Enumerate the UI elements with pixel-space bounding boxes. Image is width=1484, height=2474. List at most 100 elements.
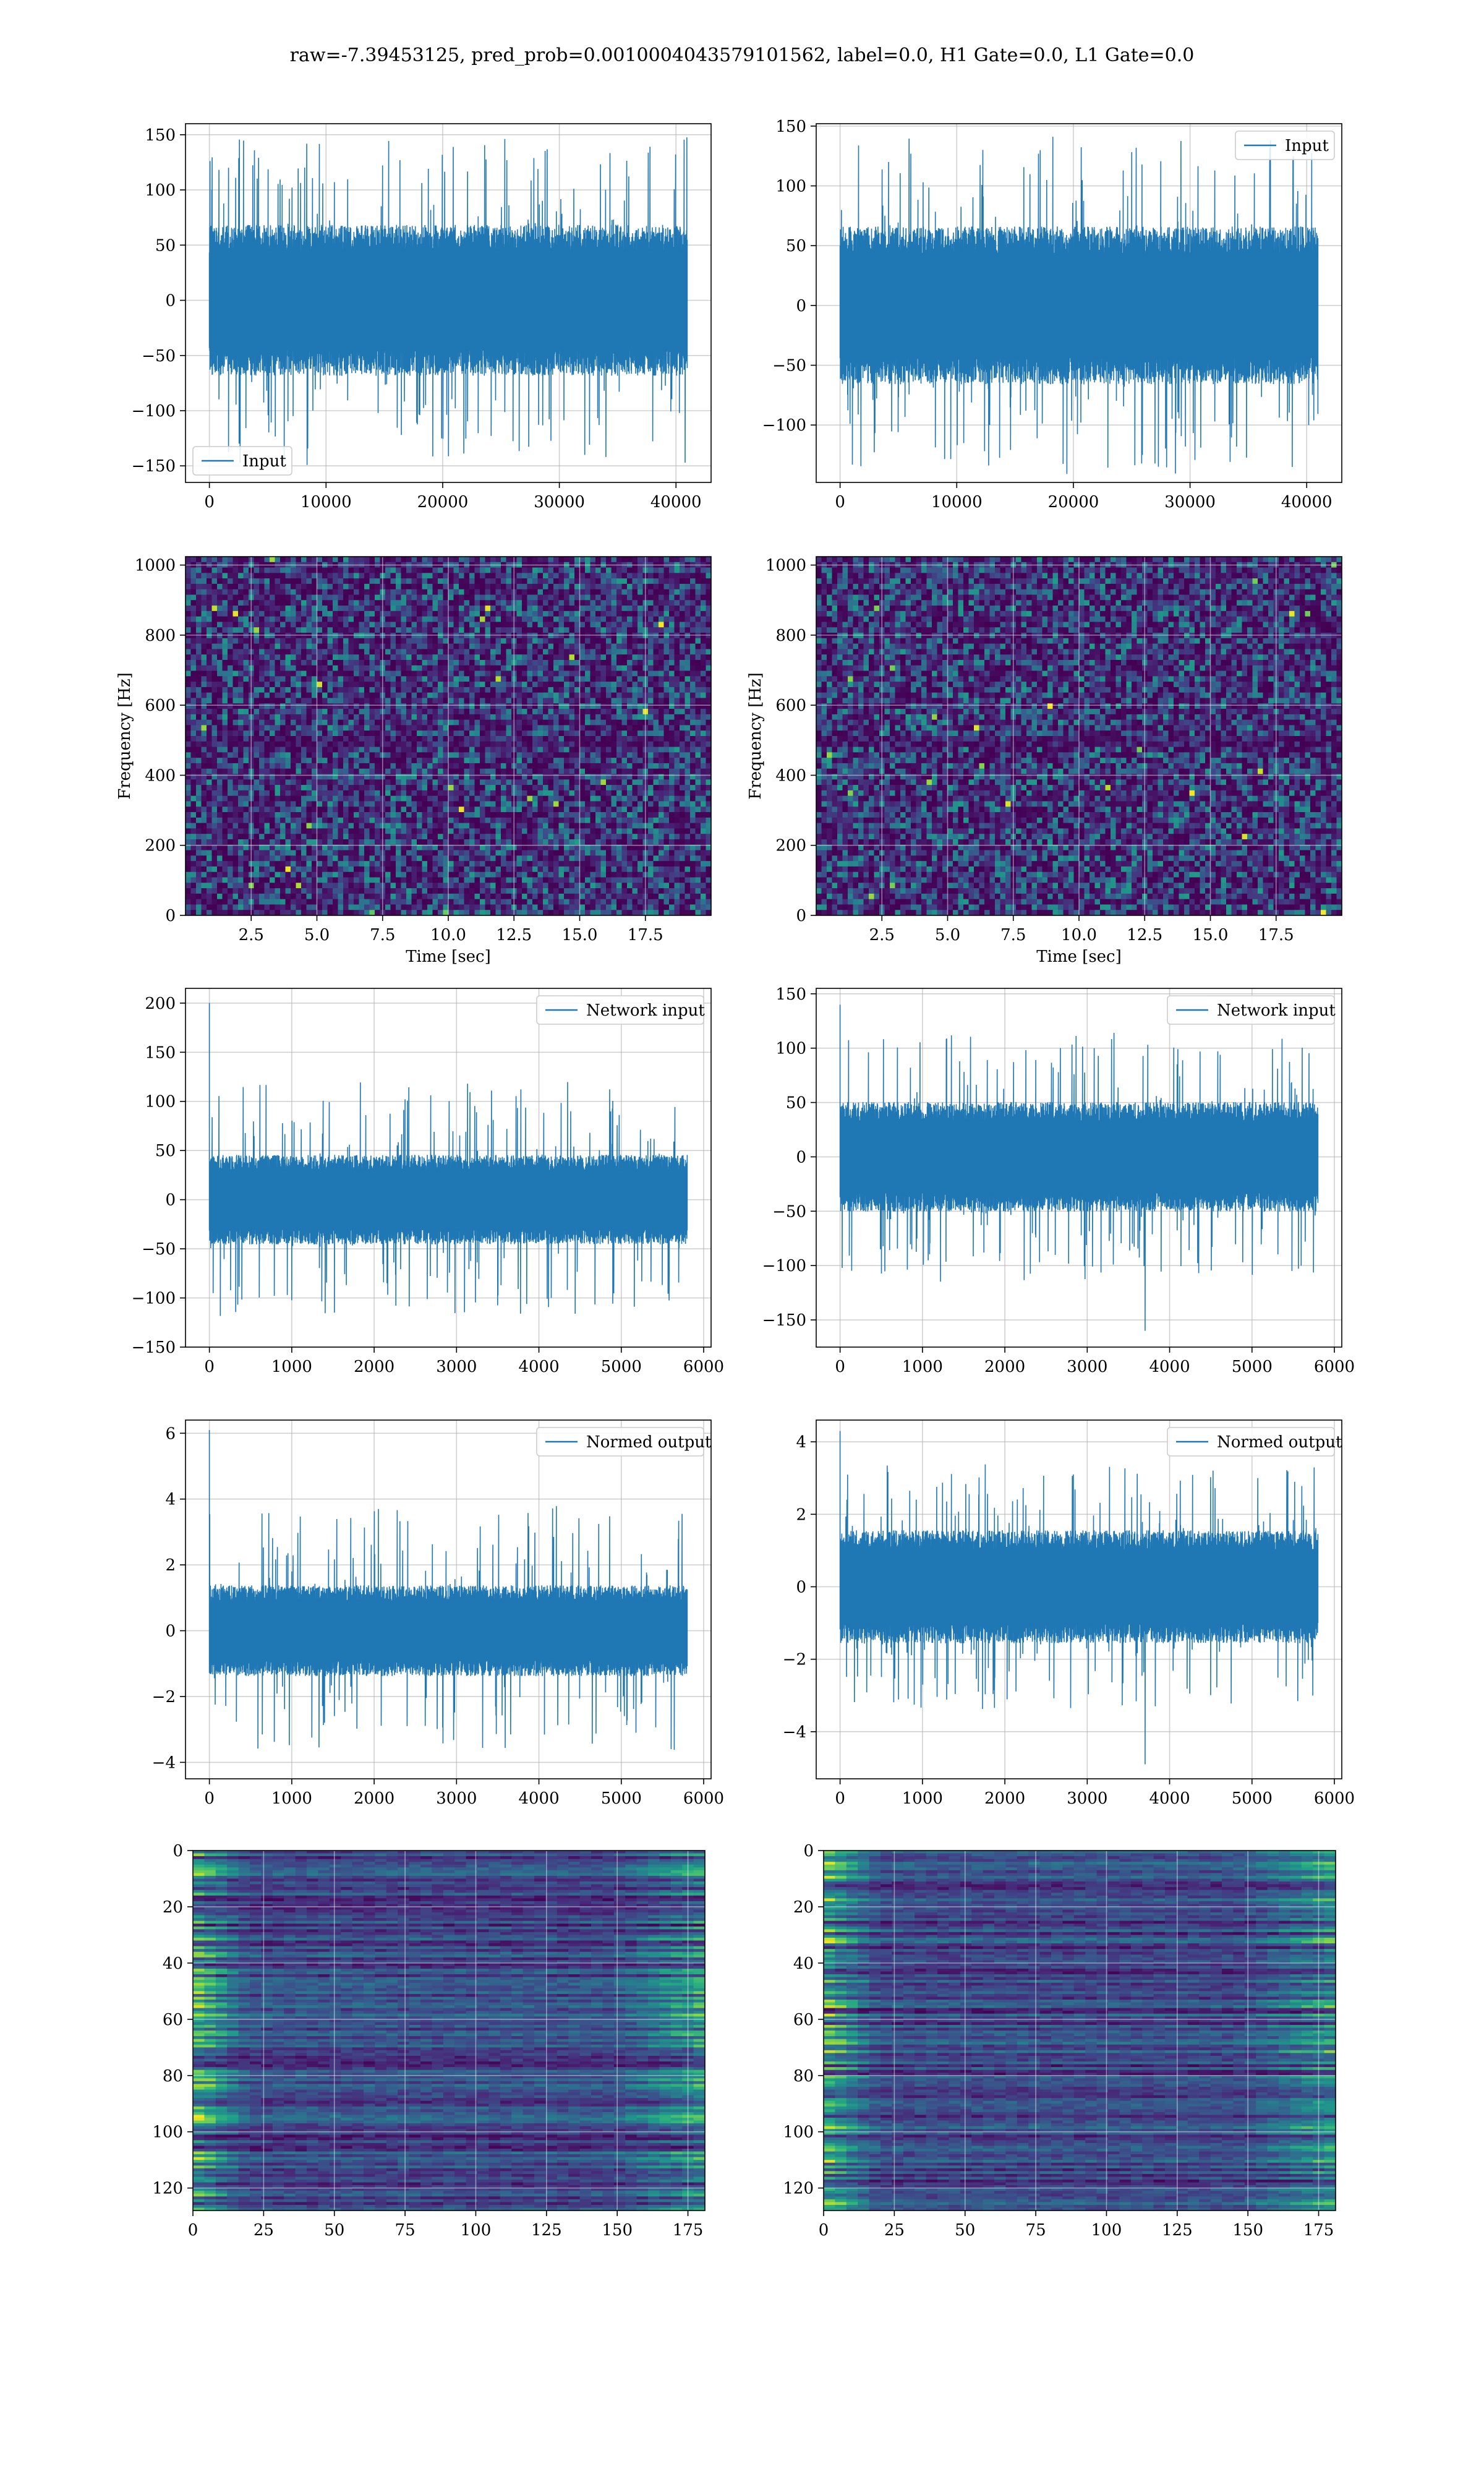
heatmap-cell: [438, 747, 444, 753]
heatmap-cell: [228, 616, 234, 623]
heatmap-cell: [259, 557, 265, 563]
heatmap-cell: [701, 812, 707, 818]
heatmap-cell: [196, 557, 202, 563]
heatmap-cell: [396, 719, 402, 726]
heatmap-cell: [585, 774, 591, 780]
heatmap-cell: [354, 583, 360, 590]
heatmap-cell: [385, 633, 391, 639]
heatmap-cell: [190, 687, 197, 693]
heatmap-cell: [327, 610, 333, 617]
heatmap-cell: [228, 633, 234, 639]
heatmap-cell: [364, 752, 370, 758]
heatmap-cell: [485, 610, 491, 617]
heatmap-cell: [333, 801, 339, 807]
heatmap-cell: [270, 578, 276, 584]
heatmap-cell: [480, 633, 486, 639]
heatmap-cell: [186, 687, 192, 693]
heatmap-cell: [275, 709, 281, 715]
heatmap-cell: [306, 817, 312, 824]
heatmap-cell: [186, 817, 192, 824]
heatmap-cell: [354, 790, 360, 797]
heatmap-cell: [285, 606, 291, 612]
heatmap-cell: [291, 627, 297, 633]
heatmap-cell: [516, 703, 522, 709]
heatmap-cell: [443, 807, 449, 813]
heatmap-cell: [396, 795, 402, 802]
heatmap-cell: [464, 730, 470, 737]
heatmap-cell: [254, 795, 260, 802]
heatmap-cell: [543, 670, 549, 677]
heatmap-cell: [196, 594, 202, 601]
heatmap-cell: [485, 736, 491, 742]
heatmap-cell: [301, 698, 307, 704]
heatmap-cell: [296, 649, 302, 655]
heatmap-cell: [359, 649, 365, 655]
heatmap-cell: [296, 622, 302, 628]
heatmap-cell: [558, 654, 565, 661]
heatmap-cell: [217, 790, 223, 797]
heatmap-cell: [406, 557, 412, 563]
heatmap-cell: [485, 795, 491, 802]
heatmap-cell: [653, 795, 659, 802]
heatmap-cell: [432, 768, 438, 775]
heatmap-cell: [306, 730, 312, 737]
heatmap-cell: [574, 557, 581, 563]
heatmap-cell: [306, 610, 312, 617]
heatmap-cell: [490, 730, 497, 737]
heatmap-cell: [548, 573, 554, 579]
heatmap-cell: [354, 654, 360, 661]
heatmap-cell: [501, 682, 507, 688]
heatmap-cell: [327, 698, 333, 704]
heatmap-cell: [511, 578, 518, 584]
heatmap-cell: [590, 665, 596, 672]
heatmap-cell: [333, 616, 339, 623]
heatmap-cell: [249, 665, 255, 672]
heatmap-cell: [369, 665, 375, 672]
heatmap-cell: [264, 643, 270, 649]
heatmap-cell: [495, 562, 501, 568]
heatmap-cell: [600, 779, 607, 785]
heatmap-cell: [558, 583, 565, 590]
heatmap-cell: [537, 763, 544, 769]
heatmap-cell: [616, 807, 623, 813]
heatmap-cell: [427, 676, 433, 682]
heatmap-cell: [327, 616, 333, 623]
heatmap-cell: [186, 665, 192, 672]
heatmap-cell: [701, 785, 707, 791]
heatmap-cell: [638, 659, 644, 666]
heatmap-cell: [196, 616, 202, 623]
heatmap-cell: [201, 752, 207, 758]
heatmap-cell: [443, 610, 449, 617]
heatmap-cell: [527, 807, 533, 813]
heatmap-cell: [511, 698, 518, 704]
heatmap-cell: [190, 600, 197, 606]
series-core-0: [840, 252, 1318, 358]
heatmap-cell: [306, 594, 312, 601]
heatmap-cell: [564, 758, 570, 764]
heatmap-cell: [495, 692, 501, 699]
heatmap-cell: [317, 610, 323, 617]
heatmap-cell: [548, 790, 554, 797]
heatmap-cell: [469, 801, 475, 807]
heatmap-cell: [543, 654, 549, 661]
heatmap-cell: [706, 654, 711, 661]
heatmap-cell: [380, 687, 386, 693]
heatmap-cell: [190, 567, 197, 573]
heatmap-cell: [600, 567, 607, 573]
heatmap-cell: [217, 747, 223, 753]
heatmap-cell: [595, 725, 602, 731]
heatmap-cell: [390, 616, 396, 623]
heatmap-cell: [701, 682, 707, 688]
heatmap-cell: [590, 643, 596, 649]
heatmap-cell: [532, 785, 539, 791]
heatmap-cell: [490, 807, 497, 813]
heatmap-cell: [480, 638, 486, 644]
heatmap-cell: [600, 594, 607, 601]
heatmap-cell: [306, 638, 312, 644]
heatmap-cell: [674, 714, 680, 721]
heatmap-cell: [438, 633, 444, 639]
heatmap-cell: [638, 567, 644, 573]
heatmap-cell: [511, 725, 518, 731]
heatmap-cell: [684, 785, 691, 791]
heatmap-cell: [669, 589, 675, 596]
